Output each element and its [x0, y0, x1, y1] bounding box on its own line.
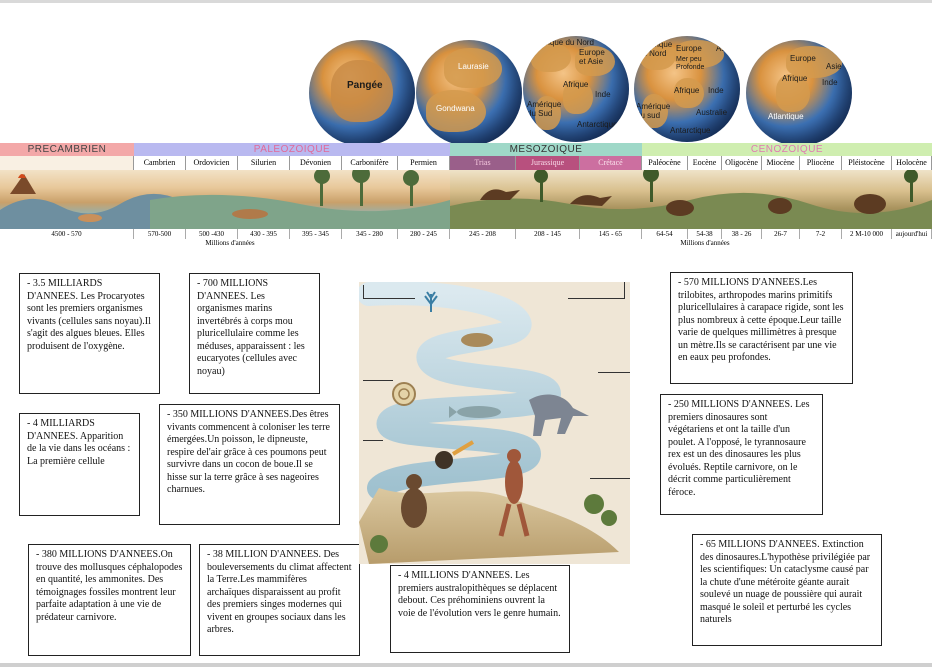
globe-label: Inde — [595, 90, 611, 99]
range-pleistocene: 2 M-10 000 — [842, 229, 892, 239]
globe-eocene: Amérique du Nord Europe Asie Mer peu Pro… — [634, 36, 740, 142]
leader-line — [568, 298, 624, 299]
bottom-rule — [0, 663, 932, 667]
globe-label: Laurasie — [458, 62, 489, 71]
globe-label: Europe et Asie — [579, 48, 605, 66]
unit-label-left: Millions d'années — [205, 239, 255, 247]
period-cambrien: Cambrien — [134, 156, 186, 170]
era-cenozoique: CENOZOIQUE — [642, 143, 932, 156]
scene-mesozoic-cenozoic — [450, 170, 932, 229]
globe-label: Afrique — [782, 74, 808, 83]
globe-label: Asie — [716, 44, 732, 53]
globe-label: Amérique du sud — [636, 102, 671, 120]
leader-line — [363, 380, 393, 381]
box-4-milliards: - 4 MILLIARDS D'ANNEES. Apparition de la… — [19, 413, 140, 516]
box-250-millions: - 250 MILLIONS D'ANNEES. Les premiers di… — [660, 394, 823, 515]
period-pleistocene: Pléistocène — [842, 156, 892, 170]
globe-label: Inde — [708, 86, 724, 95]
range-jurassique: 208 - 145 — [516, 229, 580, 239]
leader-line — [363, 285, 364, 298]
period-trias: Trias — [450, 156, 516, 170]
top-rule — [0, 0, 932, 3]
globe-label: Pangée — [347, 80, 383, 91]
range-paleocene: 64-54 — [642, 229, 688, 239]
range-cretace: 145 - 65 — [580, 229, 642, 239]
range-silurien: 430 - 395 — [238, 229, 290, 239]
range-holocene: aujourd'hui — [892, 229, 932, 239]
box-3-5-milliards: - 3.5 MILLIARDS D'ANNEES. Les Procaryote… — [19, 273, 160, 394]
range-cambrien: 570-500 — [134, 229, 186, 239]
globe-label: Europe — [676, 44, 702, 53]
box-700-millions: - 700 MILLIONS D'ANNEES. Les organismes … — [189, 273, 320, 394]
range-oligocene: 38 - 26 — [722, 229, 762, 239]
globe-label: Amérique du Sud — [527, 100, 562, 118]
leader-line — [598, 372, 630, 373]
period-ordovicien: Ordovicien — [186, 156, 238, 170]
leader-line — [363, 440, 383, 441]
period-precambrien-blank — [0, 156, 134, 170]
period-carbonifere: Carbonifère — [342, 156, 398, 170]
box-570-millions: - 570 MILLIONS D'ANNEES.Les trilobites, … — [670, 272, 853, 384]
leader-line — [624, 282, 625, 299]
era-precambrien: PRECAMBRIEN — [0, 143, 134, 156]
period-holocene: Holocène — [892, 156, 932, 170]
globe-label: Amérique du Nord — [529, 38, 594, 47]
range-pliocene: 7-2 — [800, 229, 842, 239]
globe-label: Atlantique — [768, 112, 804, 121]
era-mesozoique: MESOZOIQUE — [450, 143, 642, 156]
box-65-millions: - 65 MILLIONS D'ANNEES. Extinction des d… — [692, 534, 882, 646]
range-ordovicien: 500 -430 — [186, 229, 238, 239]
period-miocene: Miocène — [762, 156, 800, 170]
box-350-millions: - 350 MILLIONS D'ANNEES.Des êtres vivant… — [159, 404, 340, 525]
scene-precambrian-paleozoic — [0, 170, 450, 229]
leader-line — [590, 478, 630, 479]
range-trias: 245 - 208 — [450, 229, 516, 239]
globe-laurasia-gondwana: Laurasie Gondwana — [416, 40, 522, 146]
period-pliocene: Pliocène — [800, 156, 842, 170]
globe-present: Europe Asie Afrique Inde Atlantique — [746, 40, 852, 146]
globe-label: Gondwana — [436, 104, 475, 113]
period-paleocene: Paléocène — [642, 156, 688, 170]
globe-label: Antarctique — [670, 126, 711, 135]
evolution-spiral-illustration — [359, 282, 630, 564]
range-permien: 280 - 245 — [398, 229, 450, 239]
globe-label: Afrique — [563, 80, 589, 89]
period-oligocene: Oligocène — [722, 156, 762, 170]
globe-cretaceous: Amérique du Nord Europe et Asie Afrique … — [523, 36, 629, 142]
box-38-millions: - 38 MILLION D'ANNEES. Des bouleversemen… — [199, 544, 360, 656]
box-380-millions: - 380 MILLIONS D'ANNEES.On trouve des mo… — [28, 544, 191, 656]
range-precambrien: 4500 - 570 — [0, 229, 134, 239]
globe-label: Australie — [696, 108, 728, 117]
globe-label: Asie — [826, 62, 842, 71]
range-eocene: 54-38 — [688, 229, 722, 239]
globe-label: Afrique — [674, 86, 700, 95]
globe-pangea: Pangée — [309, 40, 415, 146]
range-carbonifere: 345 - 280 — [342, 229, 398, 239]
globe-label: Mer peu Profonde — [676, 56, 705, 71]
globe-label: Inde — [822, 78, 838, 87]
period-permien: Permien — [398, 156, 450, 170]
period-devonien: Dévonien — [290, 156, 342, 170]
unit-label-right: Millions d'années — [680, 239, 730, 247]
period-cretace: Crétacé — [580, 156, 642, 170]
range-miocene: 26-7 — [762, 229, 800, 239]
range-devonien: 395 - 345 — [290, 229, 342, 239]
period-eocene: Eocène — [688, 156, 722, 170]
leader-line — [363, 298, 415, 299]
globe-label: Europe — [790, 54, 816, 63]
box-4-millions: - 4 MILLIONS D'ANNEES. Les premiers aust… — [390, 565, 570, 653]
period-silurien: Silurien — [238, 156, 290, 170]
globe-label: Antarctique — [577, 120, 618, 129]
era-paleozoique: PALEOZOIQUE — [134, 143, 450, 156]
geologic-timeline: PRECAMBRIEN PALEOZOIQUE MESOZOIQUE CENOZ… — [0, 143, 932, 253]
period-jurassique: Jurassique — [516, 156, 580, 170]
globe-label: Amérique du Nord — [638, 40, 673, 58]
